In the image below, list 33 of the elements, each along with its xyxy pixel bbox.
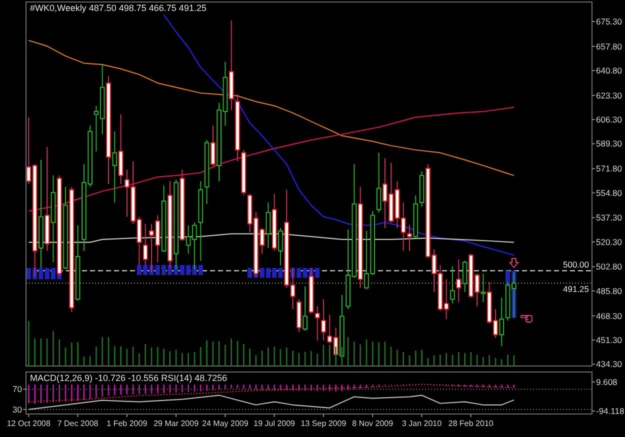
x-tick-label: 12 Oct 2008 — [6, 419, 51, 428]
x-tick-label: 28 Feb 2010 — [448, 419, 494, 428]
y-tick-label: 571.80 — [596, 164, 622, 174]
y-tick-label: 640.80 — [596, 66, 622, 76]
x-tick-label: 3 Jan 2010 — [402, 419, 442, 428]
y-tick-label: 485.80 — [596, 286, 622, 296]
y2-tick-label: 9.608 — [596, 376, 618, 387]
x-tick-label: 24 May 2009 — [202, 419, 249, 428]
y-tick-label: 606.30 — [596, 114, 622, 125]
chart-title: #WK0,Weekly 487.50 498.75 466.75 491.25 — [30, 3, 206, 13]
x-tick-label: 8 Nov 2009 — [352, 419, 394, 428]
y-tick-label: 675.30 — [596, 16, 622, 26]
chart-title: MACD(12,26,9) -10.726 -10.556 RSI(14) 48.7256 — [30, 373, 228, 383]
ref-line-label: 500.00 — [563, 260, 590, 270]
x-tick-label: 7 Dec 2008 — [57, 419, 99, 428]
x-tick-label: 13 Sep 2009 — [300, 419, 347, 428]
x-tick-label: 29 Mar 2009 — [154, 419, 200, 428]
y-tick-label: 468.30 — [596, 310, 622, 321]
y-tick-label: 502.80 — [596, 262, 622, 272]
y-tick-label: 70 — [12, 384, 22, 394]
x-tick-label: 19 Jul 2009 — [254, 419, 296, 428]
y-tick-label: 657.80 — [596, 41, 622, 52]
ref-line-label: 491.25 — [563, 284, 590, 294]
y-tick-label: 434.30 — [596, 359, 622, 370]
y-tick-label: 451.30 — [596, 334, 622, 345]
y-tick-label: 537.30 — [596, 212, 622, 223]
y-tick-label: 589.30 — [596, 138, 622, 149]
y-tick-label: 623.30 — [596, 90, 622, 100]
y2-tick-label: -94.118 — [596, 406, 624, 416]
y-tick-label: 30 — [12, 404, 22, 414]
x-tick-label: 1 Feb 2009 — [106, 419, 148, 428]
y-tick-label: 520.30 — [596, 236, 622, 247]
y-tick-label: 554.80 — [596, 188, 622, 198]
